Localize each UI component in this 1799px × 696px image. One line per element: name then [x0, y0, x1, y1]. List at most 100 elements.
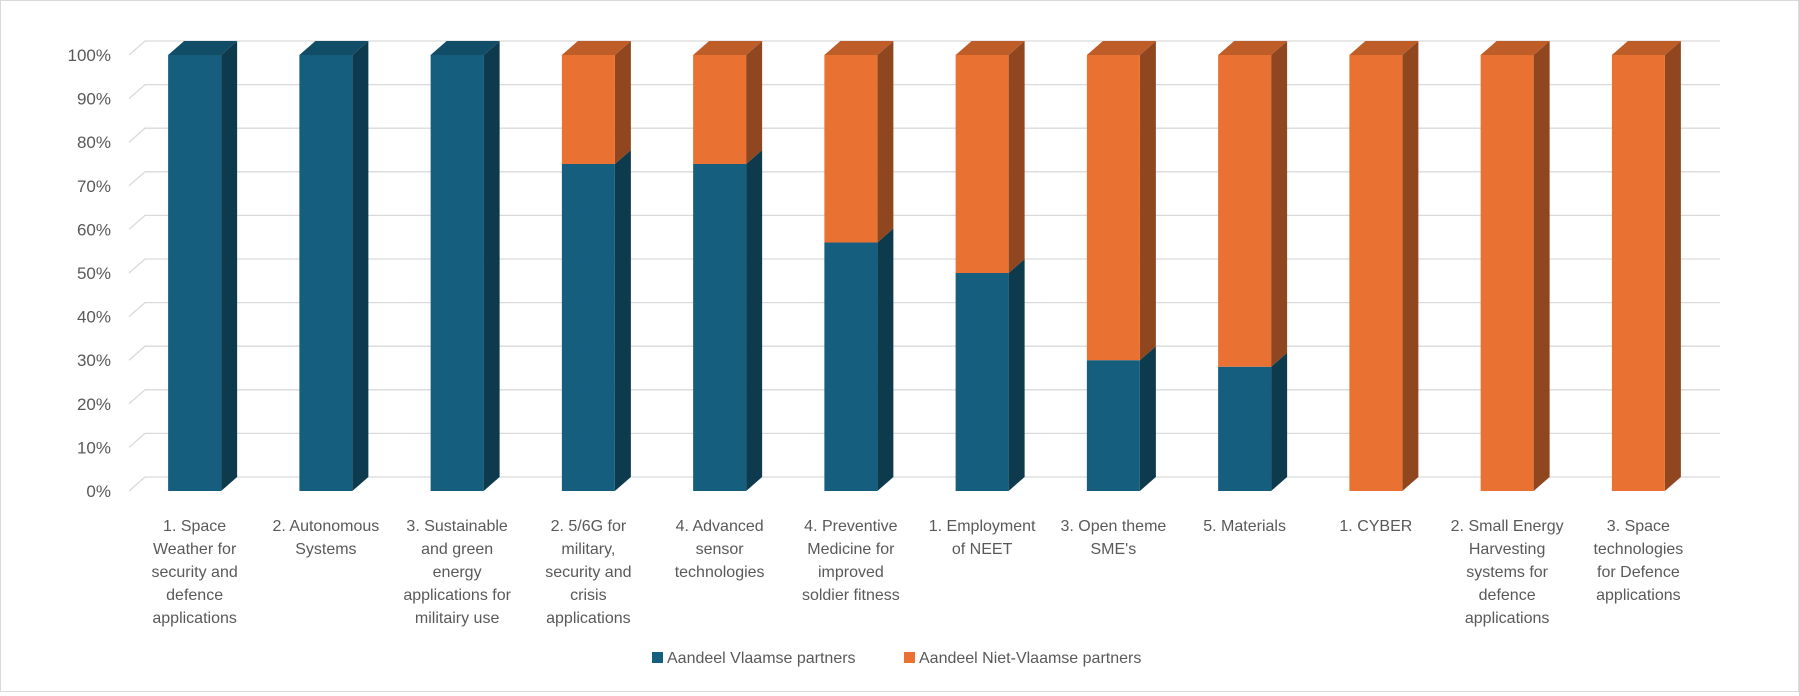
bar-front-face — [168, 55, 222, 491]
x-tick-label: 2. Small Energy Harvesting systems for defe… — [1451, 518, 1564, 627]
x-tick-label: 1. Employment of NEET — [929, 518, 1036, 558]
x-tick-label: 5. Materials — [1203, 518, 1286, 535]
bar-segment-vlaamse — [430, 41, 500, 491]
legend-swatch — [652, 652, 663, 663]
bar-front-face — [1218, 366, 1272, 491]
y-tick-label: 90% — [77, 90, 111, 109]
bar-front-face — [824, 55, 878, 243]
bar-segment-niet-vlaamse — [1349, 41, 1419, 491]
bar-front-face — [299, 55, 353, 491]
bar-segment-vlaamse — [299, 41, 369, 491]
bar-front-face — [430, 55, 484, 491]
bar-top-face — [1611, 41, 1681, 55]
gridline — [128, 83, 1720, 100]
y-tick-label: 70% — [77, 177, 111, 196]
bar-side-face — [1139, 346, 1156, 491]
gridline — [128, 301, 1720, 318]
bar-side-face — [1139, 41, 1156, 361]
bar-top-face — [430, 41, 500, 55]
legend-label: Aandeel Vlaamse partners — [667, 650, 856, 667]
bar-front-face — [1480, 55, 1534, 491]
y-tick-label: 20% — [77, 395, 111, 414]
bar-top-face — [1480, 41, 1550, 55]
y-tick-label: 10% — [77, 438, 111, 457]
bar-front-face — [1086, 55, 1140, 361]
bar-front-face — [1349, 55, 1403, 491]
bar-segment-niet-vlaamse — [1086, 41, 1156, 361]
bar-segment-vlaamse — [1086, 346, 1156, 491]
bar-side-face — [877, 41, 894, 243]
bar-side-face — [483, 41, 500, 491]
x-tick-label: 3. Space technologies for Defence applicati… — [1593, 518, 1683, 604]
bar-segment-niet-vlaamse — [824, 41, 894, 243]
y-tick-label: 60% — [77, 220, 111, 239]
legend-swatch — [904, 652, 915, 663]
gridline — [128, 171, 1720, 187]
bar-front-face — [955, 273, 1009, 491]
bar-top-face — [1349, 41, 1419, 55]
bar-segment-niet-vlaamse — [1218, 41, 1288, 367]
bar-segment-vlaamse — [824, 228, 894, 492]
bar-front-face — [955, 55, 1009, 273]
y-tick-label: 40% — [77, 308, 111, 327]
bar-front-face — [824, 242, 878, 491]
bar-side-face — [746, 150, 763, 491]
x-tick-label: 3. Open theme SME's — [1060, 518, 1166, 558]
bar-side-face — [352, 41, 369, 491]
bar-segment-niet-vlaamse — [693, 41, 763, 164]
legend-item-vlaamse: Aandeel Vlaamse partners — [652, 650, 856, 667]
gridline — [128, 345, 1720, 361]
bar-top-face — [299, 41, 369, 55]
x-tick-label: 2. Autonomous Systems — [273, 518, 380, 558]
x-tick-label: 4. Advanced sensor technologies — [675, 518, 765, 581]
legend-item-niet-vlaamse: Aandeel Niet-Vlaamse partners — [904, 650, 1141, 667]
bar-front-face — [693, 55, 747, 164]
x-tick-label: 1. Space Weather for security and defence ap… — [151, 518, 237, 627]
bar-front-face — [561, 55, 615, 164]
bar-front-face — [1611, 55, 1665, 491]
bar-segment-vlaamse — [693, 150, 763, 491]
gridline — [128, 127, 1720, 143]
legend-label: Aandeel Niet-Vlaamse partners — [919, 650, 1141, 667]
gridline — [128, 476, 1720, 492]
x-tick-label: 4. Preventive Medicine for improved soldier… — [802, 518, 900, 604]
bar-segment-niet-vlaamse — [561, 41, 631, 164]
bar-side-face — [1402, 41, 1419, 491]
bar-top-face — [561, 41, 631, 55]
bar-front-face — [693, 164, 747, 491]
x-tick-label: 2. 5/6G for military, security and crisis ap… — [545, 518, 631, 627]
y-tick-label: 30% — [77, 351, 111, 370]
gridline — [128, 432, 1720, 448]
bar-top-face — [1086, 41, 1156, 55]
bar-front-face — [1086, 360, 1140, 491]
bar-top-face — [1218, 41, 1288, 55]
bar-segment-vlaamse — [561, 150, 631, 491]
bar-segment-niet-vlaamse — [1480, 41, 1550, 491]
bar-segment-vlaamse — [955, 259, 1025, 491]
y-tick-label: 80% — [77, 133, 111, 152]
bar-front-face — [1218, 55, 1272, 367]
bar-segment-niet-vlaamse — [1611, 41, 1681, 491]
gridline — [128, 258, 1720, 274]
bar-front-face — [561, 164, 615, 491]
x-tick-label: 1. CYBER — [1339, 518, 1412, 535]
bar-segment-vlaamse — [168, 41, 238, 491]
bar-top-face — [824, 41, 894, 55]
bar-side-face — [614, 41, 631, 164]
bar-side-face — [1533, 41, 1550, 491]
bar-top-face — [168, 41, 238, 55]
bar-side-face — [877, 228, 894, 492]
bar-side-face — [1008, 259, 1025, 491]
bar-segment-niet-vlaamse — [955, 41, 1025, 273]
bar-side-face — [746, 41, 763, 164]
bar-segment-vlaamse — [1218, 352, 1288, 491]
bar-side-face — [1271, 41, 1288, 367]
bar-side-face — [1664, 41, 1681, 491]
gridline — [128, 389, 1720, 405]
x-tick-label: 3. Sustainable and green energy application… — [403, 518, 511, 627]
bar-side-face — [1008, 41, 1025, 273]
y-tick-label: 50% — [77, 264, 111, 283]
bar-top-face — [955, 41, 1025, 55]
